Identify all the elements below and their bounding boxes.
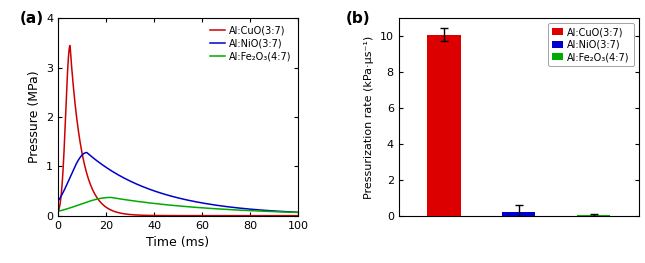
Al:Fe₂O₃(4:7) <box>210 207 218 210</box>
Al:NiO(3:7) <box>210 203 218 206</box>
Al:NiO(3:7) <box>294 211 302 214</box>
Bar <box>502 212 535 216</box>
Al:CuO(3:7) <box>98 202 106 205</box>
Legend: Al:CuO(3:7), Al:NiO(3:7), Al:Fe₂O₃(4:7): Al:CuO(3:7), Al:NiO(3:7), Al:Fe₂O₃(4:7) <box>548 23 633 66</box>
Al:CuO(3:7) <box>146 214 154 217</box>
Al:NiO(3:7) <box>83 151 91 154</box>
Al:CuO(3:7) <box>210 214 218 217</box>
Al:CuO(3:7) <box>54 210 62 214</box>
Al:Fe₂O₃(4:7) <box>294 211 302 214</box>
Al:Fe₂O₃(4:7) <box>107 196 115 199</box>
Y-axis label: Pressurization rate (kPa·μs⁻¹): Pressurization rate (kPa·μs⁻¹) <box>364 36 374 199</box>
Al:Fe₂O₃(4:7) <box>98 197 106 200</box>
Al:CuO(3:7) <box>294 214 302 217</box>
Line: Al:Fe₂O₃(4:7): Al:Fe₂O₃(4:7) <box>58 198 298 213</box>
Y-axis label: Pressure (MPa): Pressure (MPa) <box>28 71 41 163</box>
Bar <box>577 215 610 216</box>
Al:CuO(3:7) <box>198 214 206 217</box>
Al:NiO(3:7) <box>198 201 206 205</box>
Al:Fe₂O₃(4:7) <box>198 206 206 209</box>
Al:NiO(3:7) <box>146 188 154 191</box>
Al:NiO(3:7) <box>252 208 259 211</box>
Bar <box>427 34 461 216</box>
Al:CuO(3:7) <box>66 44 74 47</box>
X-axis label: Time (ms): Time (ms) <box>146 236 210 249</box>
Legend: Al:CuO(3:7), Al:NiO(3:7), Al:Fe₂O₃(4:7): Al:CuO(3:7), Al:NiO(3:7), Al:Fe₂O₃(4:7) <box>208 23 293 63</box>
Al:NiO(3:7) <box>233 206 241 209</box>
Al:NiO(3:7) <box>98 163 106 166</box>
Line: Al:NiO(3:7): Al:NiO(3:7) <box>58 153 298 212</box>
Al:Fe₂O₃(4:7) <box>54 210 62 213</box>
Al:Fe₂O₃(4:7) <box>146 201 154 205</box>
Text: (b): (b) <box>346 11 370 26</box>
Al:Fe₂O₃(4:7) <box>252 209 259 213</box>
Al:NiO(3:7) <box>54 200 62 203</box>
Al:CuO(3:7) <box>233 214 241 217</box>
Line: Al:CuO(3:7): Al:CuO(3:7) <box>58 45 298 216</box>
Al:CuO(3:7) <box>252 214 259 217</box>
Text: (a): (a) <box>19 11 44 26</box>
Al:Fe₂O₃(4:7) <box>233 208 241 211</box>
